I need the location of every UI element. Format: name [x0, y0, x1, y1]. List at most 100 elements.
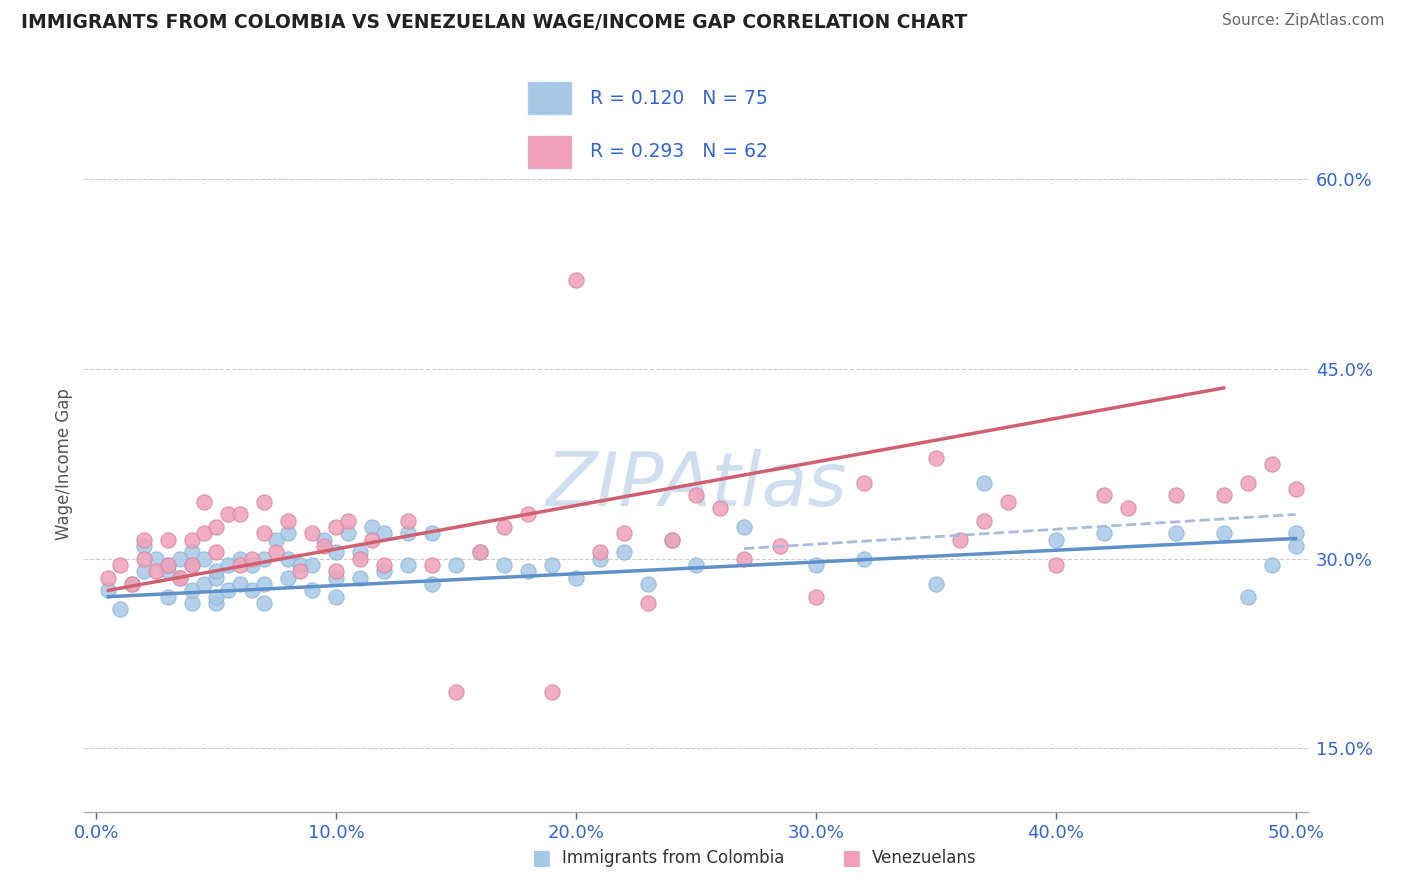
Point — [277, 526, 299, 541]
Point — [420, 558, 443, 572]
Point — [973, 514, 995, 528]
Point — [468, 545, 491, 559]
Point — [637, 596, 659, 610]
Point — [193, 526, 215, 541]
Point — [205, 545, 228, 559]
Point — [301, 558, 323, 572]
Point — [181, 558, 204, 572]
Point — [240, 583, 263, 598]
Point — [277, 514, 299, 528]
Point — [264, 545, 287, 559]
Text: Source: ZipAtlas.com: Source: ZipAtlas.com — [1222, 13, 1385, 29]
Point — [1045, 533, 1067, 547]
Point — [494, 520, 516, 534]
Point — [169, 571, 191, 585]
Point — [1284, 526, 1306, 541]
Point — [373, 526, 395, 541]
Point — [134, 551, 156, 566]
Point — [240, 551, 263, 566]
Point — [444, 558, 467, 572]
Point — [121, 577, 143, 591]
Point — [277, 551, 299, 566]
Point — [277, 571, 299, 585]
Point — [852, 551, 875, 566]
Point — [613, 526, 636, 541]
Point — [193, 495, 215, 509]
Point — [1212, 526, 1234, 541]
Point — [420, 577, 443, 591]
Point — [661, 533, 683, 547]
Point — [396, 558, 419, 572]
Point — [169, 571, 191, 585]
Point — [337, 514, 360, 528]
Point — [373, 565, 395, 579]
Point — [494, 558, 516, 572]
Point — [769, 539, 792, 553]
Point — [253, 495, 276, 509]
Text: R = 0.293   N = 62: R = 0.293 N = 62 — [589, 142, 768, 161]
Point — [1164, 488, 1187, 502]
Point — [1260, 558, 1282, 572]
Text: Immigrants from Colombia: Immigrants from Colombia — [562, 849, 785, 867]
Point — [1236, 475, 1258, 490]
Point — [1212, 488, 1234, 502]
Point — [193, 551, 215, 566]
Point — [1045, 558, 1067, 572]
Point — [1284, 539, 1306, 553]
Point — [349, 545, 371, 559]
Point — [925, 577, 948, 591]
Point — [181, 545, 204, 559]
Point — [134, 533, 156, 547]
Point — [325, 545, 347, 559]
Point — [240, 558, 263, 572]
Point — [325, 571, 347, 585]
Point — [301, 526, 323, 541]
Point — [110, 602, 132, 616]
Point — [325, 565, 347, 579]
Point — [925, 450, 948, 465]
Point — [217, 508, 239, 522]
Point — [517, 565, 540, 579]
Point — [709, 501, 731, 516]
Point — [253, 551, 276, 566]
Point — [1116, 501, 1139, 516]
Point — [157, 565, 180, 579]
Point — [361, 533, 384, 547]
Point — [229, 558, 252, 572]
Bar — [527, 82, 571, 114]
Point — [145, 551, 167, 566]
Point — [134, 565, 156, 579]
Point — [181, 558, 204, 572]
Point — [253, 526, 276, 541]
Point — [661, 533, 683, 547]
Point — [205, 571, 228, 585]
Point — [949, 533, 972, 547]
Point — [733, 520, 755, 534]
Bar — [527, 136, 571, 168]
Point — [1284, 482, 1306, 496]
Point — [541, 558, 564, 572]
Point — [205, 565, 228, 579]
Point — [229, 508, 252, 522]
Point — [373, 558, 395, 572]
Text: R = 0.120   N = 75: R = 0.120 N = 75 — [589, 88, 768, 108]
Point — [325, 520, 347, 534]
Text: Venezuelans: Venezuelans — [872, 849, 976, 867]
Point — [637, 577, 659, 591]
Point — [290, 565, 312, 579]
Point — [301, 583, 323, 598]
Point — [444, 684, 467, 698]
Point — [253, 596, 276, 610]
Point — [1236, 590, 1258, 604]
Point — [290, 558, 312, 572]
Point — [1164, 526, 1187, 541]
Point — [229, 577, 252, 591]
Point — [97, 571, 120, 585]
Point — [205, 590, 228, 604]
Point — [852, 475, 875, 490]
Point — [157, 590, 180, 604]
Point — [349, 551, 371, 566]
Point — [110, 558, 132, 572]
Point — [361, 520, 384, 534]
Point — [217, 558, 239, 572]
